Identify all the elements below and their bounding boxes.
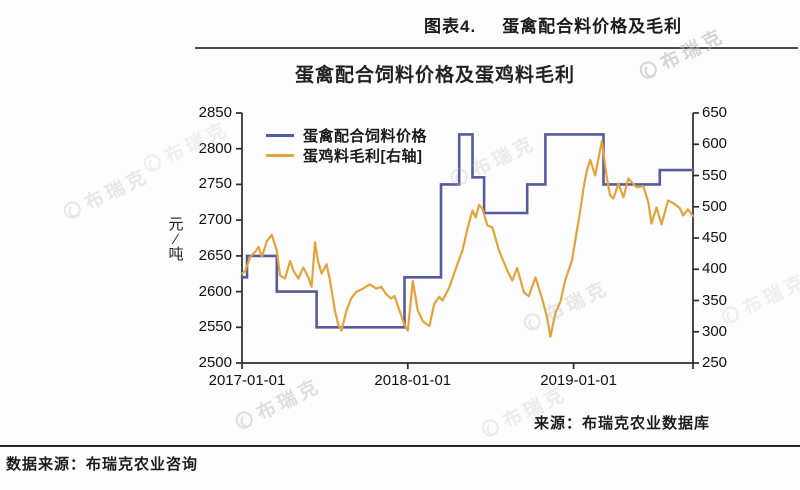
right-axis-tick-label: 500 bbox=[702, 197, 728, 215]
brick-logo-icon bbox=[232, 408, 256, 432]
footer-divider bbox=[0, 445, 800, 447]
x-axis-tick-label: 2018-01-01 bbox=[374, 372, 452, 389]
left-axis-tick-label: 2850 bbox=[198, 104, 232, 121]
watermark-text: 布瑞克 bbox=[739, 270, 800, 320]
right-axis-tick-label: 350 bbox=[702, 291, 728, 309]
figure-number: 图表4. bbox=[424, 17, 477, 36]
x-axis-tick-label: 2017-01-01 bbox=[208, 372, 286, 389]
right-axis-tick-label: 250 bbox=[702, 354, 728, 371]
left-axis-tick-label: 2700 bbox=[198, 211, 232, 229]
left-axis-tick-label: 2600 bbox=[198, 282, 232, 300]
watermark-text: 布瑞克 bbox=[81, 165, 153, 215]
brick-logo-icon bbox=[60, 198, 84, 222]
right-axis-tick-label: 400 bbox=[702, 260, 728, 278]
left-axis-tick-label: 2550 bbox=[198, 318, 232, 336]
legend-label-price: 蛋禽配合饲料价格 bbox=[303, 127, 428, 145]
legend-item-price: 蛋禽配合饲料价格 bbox=[266, 125, 427, 145]
figure-title: 蛋禽配合料价格及毛利 bbox=[502, 17, 683, 36]
figure-header: 图表4. 蛋禽配合料价格及毛利 bbox=[424, 12, 682, 37]
legend-label-margin: 蛋鸡料毛利[右轴] bbox=[303, 147, 423, 165]
y-unit-line1: 元 bbox=[168, 216, 184, 233]
left-axis-tick-label: 2800 bbox=[198, 139, 232, 157]
watermark: 布瑞克 bbox=[59, 161, 154, 226]
chart-title: 蛋禽配合饲料价格及蛋鸡料毛利 bbox=[294, 65, 575, 86]
brick-logo-icon bbox=[447, 165, 471, 189]
watermark-text: 布瑞克 bbox=[468, 132, 540, 182]
brick-logo-icon bbox=[520, 310, 544, 334]
watermark-text: 布瑞克 bbox=[541, 277, 613, 327]
right-axis-tick-label: 450 bbox=[702, 229, 728, 246]
legend-item-margin: 蛋鸡料毛利[右轴] bbox=[266, 145, 427, 165]
brick-logo-icon bbox=[478, 416, 502, 440]
left-axis-tick-label: 2500 bbox=[198, 354, 232, 371]
y-axis-unit-label: 元 ∕ 吨 bbox=[162, 217, 190, 262]
data-source-note: 数据来源：布瑞克农业咨询 bbox=[6, 456, 199, 473]
chart-source-note: 来源：布瑞克农业数据库 bbox=[533, 415, 710, 432]
right-axis-tick-label: 550 bbox=[702, 166, 728, 184]
watermark: 布瑞克 bbox=[446, 128, 541, 193]
watermark: 布瑞克 bbox=[519, 273, 614, 338]
header-divider bbox=[195, 47, 798, 49]
margin-line-swatch-icon bbox=[266, 153, 294, 157]
left-axis-tick-label: 2650 bbox=[198, 246, 232, 264]
left-axis-tick-label: 2750 bbox=[198, 175, 232, 193]
y-unit-line3: 吨 bbox=[168, 246, 184, 263]
chart-legend: 蛋禽配合饲料价格 蛋鸡料毛利[右轴] bbox=[266, 125, 427, 165]
y-unit-line2: ∕ bbox=[174, 231, 178, 248]
watermark-text: 布瑞克 bbox=[161, 118, 233, 168]
right-axis-tick-label: 300 bbox=[702, 322, 728, 340]
x-axis-tick-label: 2019-01-01 bbox=[540, 372, 617, 389]
price-line-swatch-icon bbox=[266, 133, 294, 137]
right-axis-tick-label: 600 bbox=[702, 135, 728, 153]
right-axis-tick-label: 650 bbox=[702, 104, 728, 121]
